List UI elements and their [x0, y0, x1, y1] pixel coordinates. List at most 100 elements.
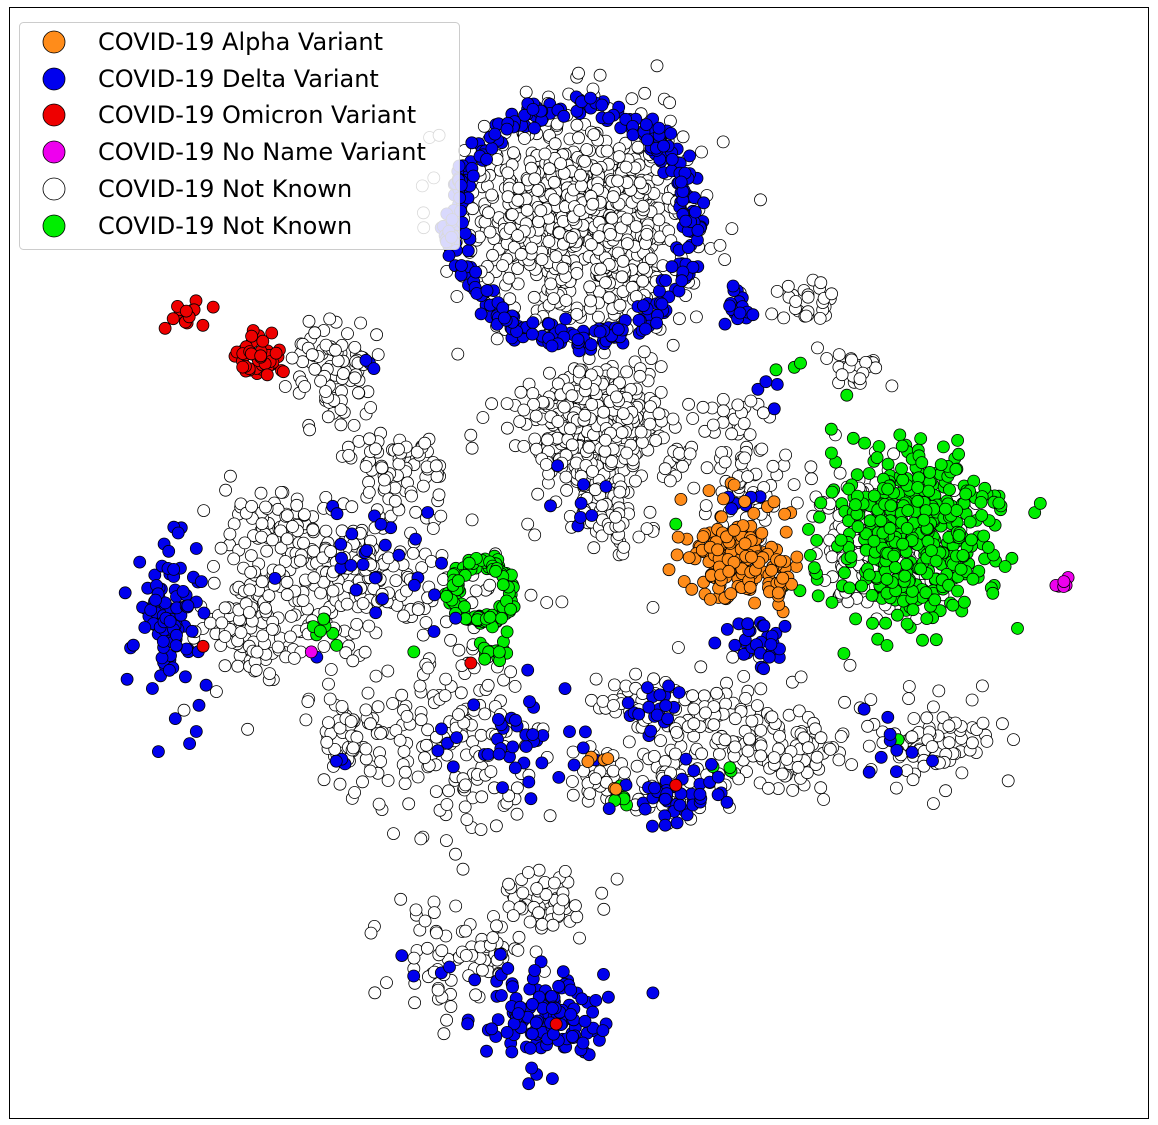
- point-s1-c0: [626, 128, 640, 142]
- point-s1-c0: [454, 259, 468, 272]
- point-s2-c5: [549, 1017, 563, 1031]
- point-s0-c0: [747, 507, 761, 520]
- point-s4-c13: [905, 730, 919, 744]
- point-s4-c21: [853, 372, 867, 386]
- point-s1-c3: [705, 758, 718, 771]
- point-s4-c13: [902, 680, 916, 693]
- point-s1-c0: [665, 152, 679, 166]
- point-s4-c6: [388, 494, 402, 508]
- point-s2-c0: [245, 329, 259, 343]
- point-s4-c17: [558, 865, 572, 878]
- point-s1-c6: [662, 679, 675, 693]
- point-s4-c8: [359, 703, 373, 717]
- point-s1-c11: [874, 750, 888, 764]
- point-s1-c7: [268, 572, 282, 585]
- point-s4-c7: [284, 610, 298, 623]
- point-s1-c12: [443, 960, 456, 974]
- point-s4-c8: [348, 786, 362, 799]
- point-s5-c0: [911, 481, 925, 494]
- point-s4-c1: [476, 411, 490, 424]
- point-s4-c0: [570, 266, 584, 280]
- point-s1-c5: [535, 756, 549, 770]
- point-s1-c1: [133, 555, 147, 569]
- point-s1-c0: [557, 109, 571, 123]
- point-s4-c0: [640, 227, 654, 241]
- point-s4-c22: [696, 400, 710, 414]
- point-s4-c4: [405, 489, 418, 503]
- point-s4-c9: [449, 847, 462, 861]
- point-s4-c19: [755, 442, 769, 456]
- point-s1-c2: [545, 990, 558, 1003]
- point-s4-c8: [322, 716, 335, 729]
- point-s4-c13: [907, 712, 921, 725]
- point-s0-c3: [609, 782, 623, 796]
- point-s1-c7: [334, 537, 348, 551]
- point-s4-c0: [556, 261, 570, 275]
- point-s4-c1: [485, 397, 499, 411]
- point-s4-c3: [308, 326, 322, 340]
- point-s4-c10: [726, 650, 740, 664]
- point-s4-c1: [528, 528, 542, 542]
- point-s1-c2: [646, 986, 660, 1000]
- point-s5-c0: [825, 446, 838, 460]
- legend-label-not-known-green: COVID-19 Not Known: [98, 212, 352, 240]
- point-s4-c1: [541, 433, 554, 447]
- point-s4-c20: [814, 276, 828, 290]
- point-s1-c3: [658, 792, 672, 806]
- point-s4-c6: [326, 584, 340, 598]
- point-s4-c26: [521, 517, 535, 531]
- point-s1-c1: [126, 638, 140, 652]
- point-s4-c7: [271, 640, 285, 654]
- point-s5-c0: [846, 431, 860, 445]
- point-s1-c0: [659, 274, 672, 287]
- point-s4-c3: [347, 418, 361, 432]
- point-s5-c0: [981, 541, 995, 554]
- point-s4-c13: [902, 692, 915, 705]
- point-s4-c17: [516, 886, 530, 900]
- point-s5-c0: [840, 388, 854, 402]
- point-s1-c7: [449, 611, 463, 625]
- point-s1-c5: [567, 758, 581, 772]
- point-s4-c0: [573, 203, 587, 217]
- point-s0-c1: [748, 596, 761, 610]
- point-s5-c0: [949, 462, 963, 476]
- point-s4-c0: [570, 307, 584, 321]
- legend-marker-omicron: [42, 103, 66, 127]
- point-s4-c16: [444, 1000, 458, 1013]
- point-s4-c21: [835, 368, 849, 382]
- point-s4-c11: [589, 672, 603, 686]
- point-s4-c22: [757, 406, 770, 420]
- point-s1-c0: [657, 139, 670, 153]
- point-s4-c1: [579, 377, 593, 391]
- point-s0-c1: [771, 586, 785, 600]
- point-s4-c0: [690, 310, 703, 324]
- point-s5-c7: [669, 517, 683, 531]
- point-s5-c0: [937, 440, 950, 454]
- point-s4-c0: [614, 221, 628, 235]
- point-s4-c6: [406, 547, 420, 560]
- point-s5-c0: [879, 616, 892, 630]
- point-s5-c0: [943, 483, 956, 497]
- legend-marker-no-name: [42, 140, 66, 164]
- point-s4-c8: [344, 715, 358, 728]
- point-s4-c22: [743, 428, 757, 442]
- point-s1-c7: [435, 556, 448, 570]
- point-s4-c0: [570, 118, 584, 132]
- point-s4-c3: [298, 380, 312, 393]
- point-s4-c17: [490, 919, 503, 933]
- point-s4-c0: [629, 220, 643, 234]
- point-s4-c3: [323, 312, 337, 326]
- point-s1-c8: [746, 308, 760, 322]
- point-s4-c0: [604, 227, 617, 241]
- point-s4-c4: [377, 473, 391, 487]
- point-s1-c2: [575, 992, 589, 1006]
- point-s1-c2: [505, 1045, 519, 1059]
- point-s4-c0: [511, 277, 525, 291]
- point-s4-c7: [293, 554, 307, 568]
- point-s1-c2: [461, 1017, 475, 1031]
- point-s4-c13: [942, 719, 956, 733]
- point-s4-c7: [249, 663, 263, 677]
- point-s1-c14: [329, 754, 343, 768]
- point-s1-c1: [163, 615, 177, 628]
- point-s4-c17: [573, 931, 586, 945]
